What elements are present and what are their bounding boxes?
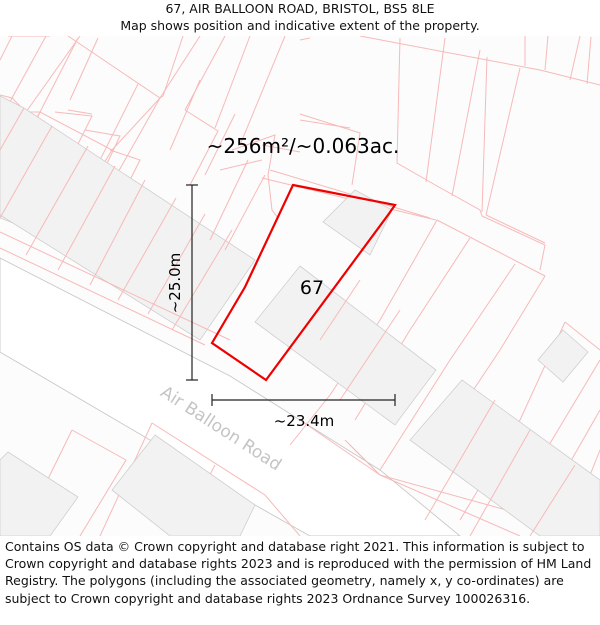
- parcel-lines-southeast-over: [319, 279, 576, 536]
- map-subtitle: Map shows position and indicative extent…: [120, 18, 480, 33]
- copyright-attribution: Contains OS data © Crown copyright and d…: [5, 539, 592, 606]
- property-address: 67, AIR BALLOON ROAD, BRISTOL, BS5 8LE: [165, 1, 435, 16]
- map-canvas: ~256m²/~0.063ac. 67 ~25.0m ~23.4m Air Ba…: [0, 36, 600, 536]
- dimension-horizontal-label: ~23.4m: [274, 412, 335, 430]
- road-air-balloon: [0, 257, 461, 536]
- buildings-southwest: [0, 434, 256, 536]
- parcel-lines-terrace: [0, 107, 351, 346]
- plot-number-label: 67: [300, 277, 324, 299]
- buildings-northwest-terrace: [0, 95, 256, 341]
- map-header: 67, AIR BALLOON ROAD, BRISTOL, BS5 8LE M…: [0, 0, 600, 36]
- buildings-southeast: [254, 189, 600, 536]
- dimension-vertical-label: ~25.0m: [166, 253, 184, 314]
- property-map[interactable]: ~256m²/~0.063ac. 67 ~25.0m ~23.4m Air Ba…: [0, 36, 600, 536]
- area-label: ~256m²/~0.063ac.: [207, 134, 400, 158]
- dimension-vertical: ~25.0m: [166, 184, 198, 381]
- subject-property-outline[interactable]: [210, 183, 397, 382]
- dimension-horizontal: ~23.4m: [211, 394, 396, 430]
